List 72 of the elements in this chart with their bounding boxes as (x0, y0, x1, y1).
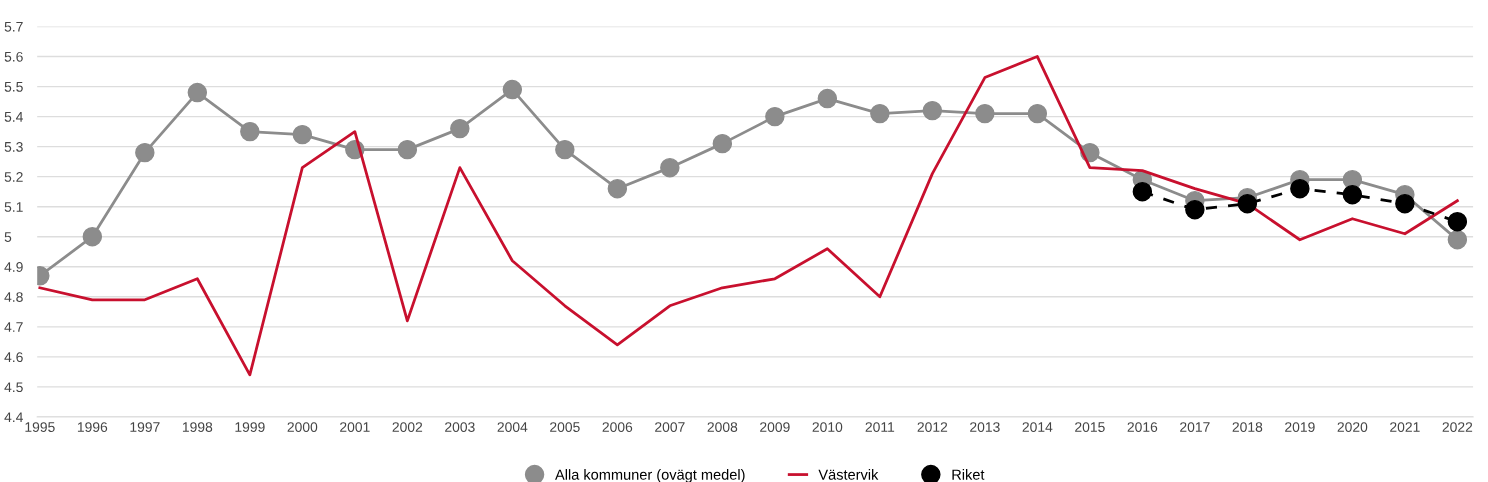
legend-label: Västervik (818, 469, 879, 480)
x-tick-label: 2001 (340, 422, 370, 432)
x-tick-label: 2020 (1337, 422, 1368, 432)
point (135, 142, 155, 163)
x-tick-label: 2015 (1075, 422, 1105, 432)
x-tick-label: 2011 (865, 422, 895, 432)
x-tick-label: 1996 (77, 422, 108, 432)
x-tick-label: 2014 (1022, 422, 1053, 432)
x-tick-label: 2000 (287, 422, 318, 432)
point (1027, 103, 1048, 124)
x-tick-label: 2009 (760, 422, 790, 432)
x-tick-label: 2003 (445, 422, 475, 432)
point (1342, 184, 1363, 205)
x-tick-label: 2012 (917, 422, 948, 432)
point (82, 227, 103, 247)
x-tick-label: 2013 (970, 422, 1000, 432)
point (975, 103, 995, 124)
y-tick-label: 4.4 (4, 412, 23, 422)
point (607, 178, 628, 199)
y-tick-label: 5.3 (4, 141, 23, 152)
point (870, 103, 890, 124)
point (1395, 193, 1415, 214)
x-tick-label: 1998 (182, 422, 213, 432)
point (502, 79, 523, 100)
y-tick-label: 5.4 (4, 112, 23, 122)
x-tick-label: 2019 (1285, 422, 1315, 432)
x-tick-label: 2006 (602, 422, 633, 432)
point (187, 82, 208, 103)
point (660, 157, 680, 178)
point (817, 88, 838, 109)
y-tick-label: 5.7 (4, 21, 23, 32)
x-tick-label: 1997 (130, 422, 160, 432)
line-series (38, 55, 1459, 377)
point (1447, 211, 1468, 232)
x-tick-label: 2017 (1180, 422, 1210, 432)
y-tick-label: 5.5 (4, 82, 23, 92)
x-tick-label: 2010 (812, 422, 843, 432)
y-tick-label: 4.5 (4, 382, 23, 393)
point (240, 121, 260, 142)
x-tick-label: 2016 (1127, 422, 1158, 432)
legend-label: Alla kommuner (ovägt medel) (555, 469, 745, 482)
x-tick-label: 2018 (1232, 422, 1263, 432)
x-tick-label: 2002 (392, 422, 423, 432)
point (555, 139, 575, 160)
point (292, 124, 313, 145)
y-tick-label: 4.7 (4, 322, 23, 332)
x-tick-label: 2004 (497, 422, 528, 432)
point (765, 106, 785, 127)
y-tick-label: 5 (4, 232, 12, 242)
y-tick-label: 4.6 (4, 352, 23, 363)
point (922, 100, 943, 121)
y-tick-label: 4.9 (4, 262, 23, 272)
point (712, 133, 733, 154)
point (1447, 230, 1468, 250)
point (397, 139, 418, 160)
point (450, 118, 470, 139)
x-tick-label: 2008 (707, 422, 738, 432)
x-tick-label: 2022 (1442, 422, 1473, 432)
y-tick-label: 5.6 (4, 51, 23, 62)
legend-label: Riket (952, 469, 985, 480)
point (1185, 199, 1205, 220)
point (1132, 181, 1153, 202)
x-tick-label: 2021 (1390, 422, 1420, 432)
y-tick-label: 5.2 (4, 172, 23, 182)
x-tick-label: 2007 (655, 422, 685, 432)
point (1290, 178, 1310, 199)
x-tick-label: 2005 (550, 422, 580, 432)
point (1237, 193, 1258, 214)
y-tick-label: 4.8 (4, 292, 23, 302)
x-tick-label: 1999 (235, 422, 265, 432)
x-tick-label: 1995 (25, 422, 55, 432)
y-tick-label: 5.1 (4, 202, 23, 212)
